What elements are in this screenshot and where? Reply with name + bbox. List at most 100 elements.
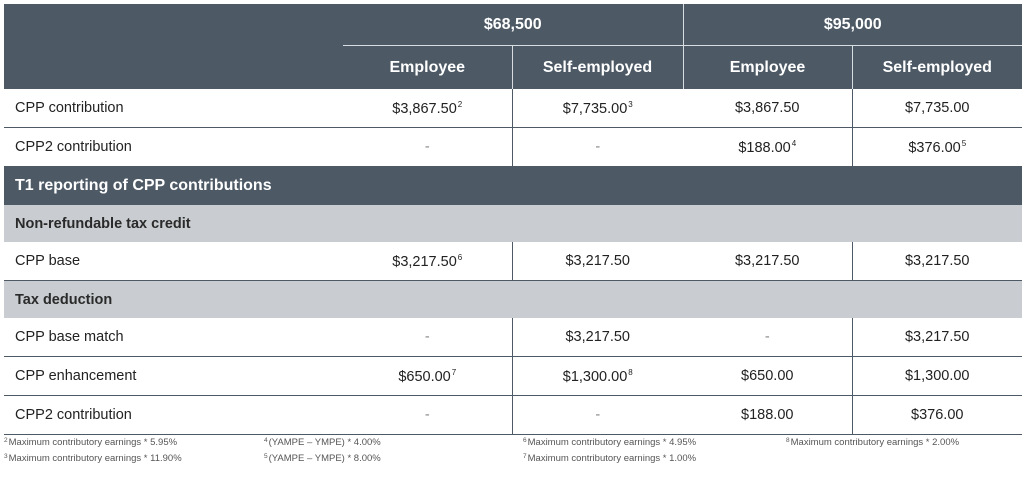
footnote-number: 8: [786, 437, 790, 444]
value-cell: -: [343, 318, 512, 357]
cell-value: $188.00: [741, 407, 794, 423]
subsection-header-title: Non-refundable tax credit: [4, 205, 1022, 242]
value-cell: $3,867.502: [343, 89, 512, 128]
cell-value: $376.00: [911, 407, 964, 423]
cell-value: -: [424, 407, 430, 423]
value-cell: -: [343, 395, 512, 435]
table-row: CPP2 contribution - - $188.004 $376.005: [4, 127, 1022, 167]
value-cell: -: [511, 127, 683, 167]
cell-value: -: [424, 329, 430, 345]
footnote-column-3: 6Maximum contributory earnings * 4.95% 7M…: [523, 434, 696, 466]
footnote: 7Maximum contributory earnings * 1.00%: [523, 450, 696, 466]
section-header: T1 reporting of CPP contributions: [4, 166, 1022, 205]
footnote-ref: 5: [961, 138, 967, 148]
row-label: CPP contribution: [4, 89, 343, 128]
cell-value: $188.00: [738, 139, 791, 156]
table-row: CPP2 contribution - - $188.00 $376.00: [4, 395, 1022, 435]
cell-value: $1,300.00: [562, 368, 628, 385]
value-cell: $376.00: [851, 395, 1022, 435]
table-row: CPP contribution $3,867.502 $7,735.003 $3,8…: [4, 89, 1022, 128]
value-cell: $3,867.50: [683, 89, 852, 128]
row-label: CPP enhancement: [4, 356, 343, 396]
cell-value: $3,217.50: [392, 253, 457, 270]
cell-value: $7,735.00: [562, 100, 628, 117]
value-cell: $376.005: [851, 127, 1022, 167]
footnote-ref: 7: [451, 367, 457, 377]
value-cell: $3,217.506: [343, 242, 512, 281]
footnote-number: 2: [4, 437, 8, 444]
header-employee-2: Employee: [683, 45, 853, 89]
row-label: CPP2 contribution: [4, 127, 343, 167]
footnote-text: (YAMPE – YMPE) * 4.00%: [268, 437, 381, 448]
value-cell: -: [343, 127, 512, 167]
cell-value: $3,217.50: [904, 329, 970, 345]
value-cell: $650.00: [683, 356, 852, 396]
footnote-text: Maximum contributory earnings * 1.00%: [527, 453, 697, 464]
footnote: 5(YAMPE – YMPE) * 8.00%: [264, 450, 381, 466]
cell-value: $3,217.50: [565, 329, 630, 345]
value-cell: $3,217.50: [851, 242, 1022, 281]
cell-value: -: [764, 329, 770, 345]
footnote: 3Maximum contributory earnings * 11.90%: [4, 450, 182, 466]
footnote-number: 4: [264, 437, 268, 444]
footnote: 8Maximum contributory earnings * 2.00%: [786, 434, 959, 450]
value-cell: $3,217.50: [851, 318, 1022, 357]
cell-value: $650.00: [741, 368, 794, 384]
value-cell: $1,300.00: [851, 356, 1022, 396]
cell-value: -: [595, 407, 601, 423]
cell-value: $3,217.50: [904, 253, 970, 269]
footnote-text: Maximum contributory earnings * 11.90%: [8, 453, 182, 464]
table-body: CPP contribution $3,867.502 $7,735.003 $3,8…: [4, 89, 1022, 435]
cell-value: $1,300.00: [904, 368, 970, 384]
value-cell: $188.004: [683, 127, 852, 167]
subsection-header: Tax deduction: [4, 280, 1022, 318]
value-cell: $3,217.50: [683, 242, 852, 281]
footnote-column-4: 8Maximum contributory earnings * 2.00%: [786, 434, 959, 450]
footnote: 6Maximum contributory earnings * 4.95%: [523, 434, 696, 450]
header-self-employed-1: Self-employed: [512, 45, 684, 89]
cell-value: $7,735.00: [904, 100, 970, 116]
value-cell: $7,735.00: [851, 89, 1022, 128]
header-corner: [4, 4, 343, 46]
value-cell: $3,217.50: [511, 318, 683, 357]
table-row: CPP enhancement $650.007 $1,300.008 $650.00…: [4, 356, 1022, 396]
value-cell: $650.007: [343, 356, 512, 396]
footnote-ref: 2: [457, 99, 463, 109]
value-cell: -: [511, 395, 683, 435]
row-label: CPP base match: [4, 318, 343, 357]
row-label: CPP2 contribution: [4, 395, 343, 435]
value-cell: $3,217.50: [511, 242, 683, 281]
value-cell: -: [683, 318, 852, 357]
footnote-text: (YAMPE – YMPE) * 8.00%: [268, 453, 381, 464]
footnote-number: 6: [523, 437, 527, 444]
footnote-number: 7: [523, 453, 527, 460]
cell-value: -: [595, 139, 601, 155]
cell-value: -: [424, 139, 430, 155]
header-corner-lower: [4, 45, 343, 89]
section-header-title: T1 reporting of CPP contributions: [4, 166, 1022, 205]
value-cell: $7,735.003: [511, 89, 683, 128]
table-row: CPP base $3,217.506 $3,217.50 $3,217.50 $3,2…: [4, 242, 1022, 281]
footnote-number: 3: [4, 453, 8, 460]
footnote-ref: 3: [628, 99, 633, 109]
cell-value: $650.00: [398, 368, 451, 385]
footnote-column-2: 4(YAMPE – YMPE) * 4.00% 5(YAMPE – YMPE) *…: [264, 434, 381, 466]
cpp-contributions-table: $68,500 $95,000 Employee Self-employed E…: [4, 4, 1022, 435]
footnote: 4(YAMPE – YMPE) * 4.00%: [264, 434, 381, 450]
footnote-text: Maximum contributory earnings * 2.00%: [790, 437, 960, 448]
footnote-text: Maximum contributory earnings * 4.95%: [527, 437, 697, 448]
footnote-ref: 8: [628, 367, 633, 377]
footnote: 2Maximum contributory earnings * 5.95%: [4, 434, 182, 450]
value-cell: $188.00: [683, 395, 852, 435]
header-self-employed-2: Self-employed: [852, 45, 1022, 89]
cell-value: $3,867.50: [392, 100, 457, 117]
table-header: $68,500 $95,000 Employee Self-employed E…: [4, 4, 1022, 89]
cell-value: $376.00: [908, 139, 961, 156]
header-employee-1: Employee: [343, 45, 513, 89]
header-amount-68500: $68,500: [343, 4, 684, 46]
subsection-header-title: Tax deduction: [4, 280, 1022, 318]
footnote-column-1: 2Maximum contributory earnings * 5.95% 3M…: [4, 434, 182, 466]
footnote-ref: 4: [791, 138, 797, 148]
subsection-header: Non-refundable tax credit: [4, 205, 1022, 242]
footnote-ref: 6: [457, 252, 463, 262]
